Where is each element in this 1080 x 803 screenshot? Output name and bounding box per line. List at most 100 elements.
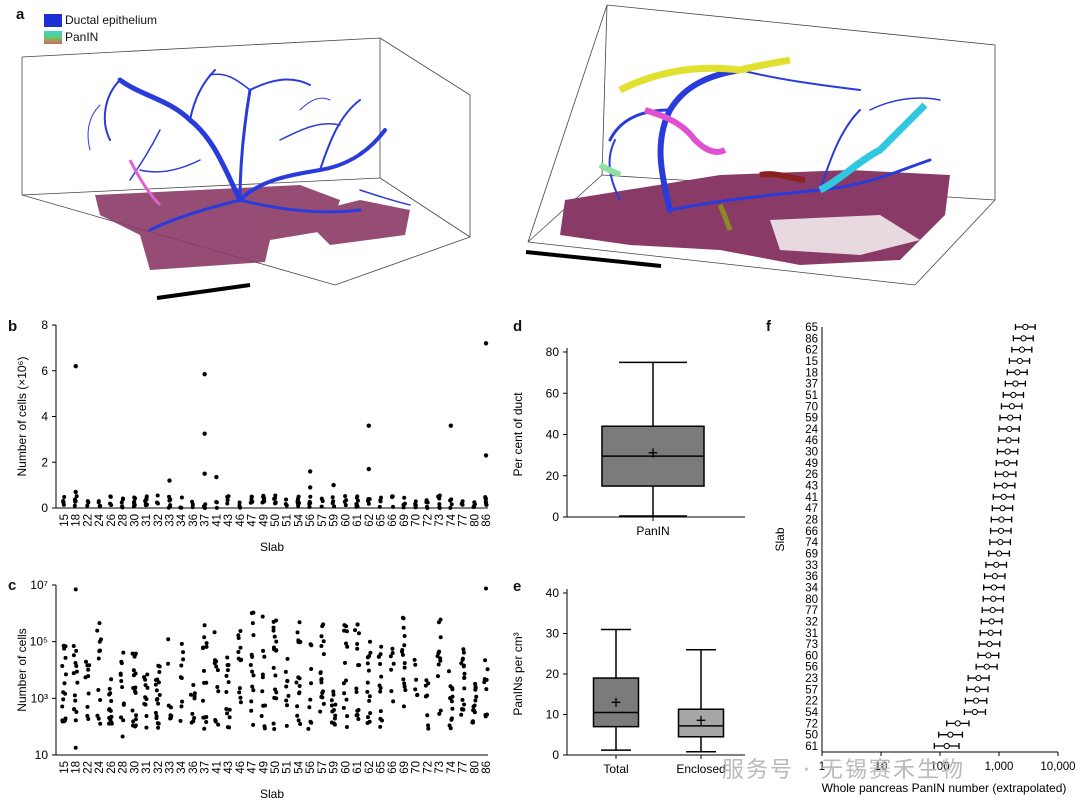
data-point — [263, 703, 268, 708]
data-point — [462, 671, 467, 676]
data-point — [402, 495, 407, 500]
panin-green — [598, 162, 622, 178]
data-point — [368, 650, 373, 655]
data-point — [470, 720, 475, 725]
data-point — [87, 663, 92, 668]
estimate-point — [973, 697, 980, 704]
x-tick-label: 86 — [481, 761, 493, 774]
data-point — [224, 673, 229, 678]
estimate-point — [985, 652, 992, 659]
data-point — [332, 504, 337, 509]
data-point — [319, 694, 324, 699]
data-point — [192, 694, 197, 699]
data-point — [391, 661, 396, 666]
x-tick-label: 56 — [305, 514, 317, 527]
data-point — [295, 630, 300, 635]
mean-marker: + — [611, 692, 622, 712]
data-point — [402, 661, 407, 666]
x-tick-label: 73 — [434, 514, 446, 527]
estimate-point — [1012, 380, 1019, 387]
data-point — [168, 497, 173, 502]
data-point — [462, 676, 467, 681]
data-point — [485, 667, 490, 672]
x-tick-label: 54 — [293, 513, 305, 526]
data-point — [60, 718, 65, 723]
data-point — [73, 363, 78, 369]
y-tick-label: 30 — [805, 447, 818, 459]
data-point — [345, 714, 350, 719]
data-point — [250, 621, 255, 626]
data-point — [143, 683, 148, 688]
y-tick-label: 4 — [41, 410, 48, 424]
data-point — [330, 495, 335, 500]
x-tick-label: 22 — [82, 761, 94, 774]
data-point — [377, 504, 382, 509]
data-point — [448, 684, 453, 689]
data-point — [272, 695, 277, 700]
data-point — [108, 494, 113, 499]
chart-e: 0 10 20 30 40 + Total + Enclosed PanINs per cm³ — [511, 586, 745, 776]
data-point — [296, 494, 301, 499]
x-tick-label: 72 — [422, 514, 434, 527]
y-tick-label: 51 — [805, 390, 818, 402]
x-tick-label: 22 — [82, 514, 94, 527]
data-point — [202, 623, 207, 628]
y-tick-label: 60 — [805, 650, 818, 662]
data-point — [248, 663, 253, 668]
data-point — [166, 703, 171, 708]
data-point — [71, 671, 76, 676]
x-tick-label: 24 — [94, 760, 106, 773]
data-point — [437, 505, 442, 510]
x-tick-label: 28 — [118, 514, 130, 527]
data-point — [357, 663, 362, 668]
x-tick-label: 56 — [305, 761, 317, 774]
data-point — [320, 499, 325, 504]
data-point — [285, 679, 290, 684]
y-tick-label: 10³ — [31, 691, 48, 705]
data-point — [96, 716, 101, 721]
data-point — [271, 619, 276, 624]
y-tick-label: 49 — [805, 458, 818, 470]
x-tick-label: 31 — [141, 761, 153, 774]
data-point — [414, 677, 419, 682]
data-point — [368, 711, 373, 716]
data-point — [202, 471, 207, 476]
x-tick-label: 36 — [188, 514, 200, 527]
x-tick-label: 1,000 — [985, 761, 1014, 773]
data-point — [63, 655, 68, 660]
data-point — [296, 718, 301, 723]
x-tick-label: 74 — [446, 513, 458, 526]
data-point — [426, 726, 431, 731]
data-point — [73, 698, 78, 703]
data-point — [331, 721, 336, 726]
estimate-point — [1016, 357, 1023, 365]
data-point — [296, 503, 301, 508]
data-point — [213, 719, 218, 724]
estimate-point — [1004, 448, 1011, 455]
data-point — [131, 719, 136, 724]
data-point — [261, 493, 266, 498]
data-point — [472, 500, 477, 505]
data-point — [192, 691, 197, 696]
estimate-point — [1010, 391, 1017, 399]
data-point — [179, 704, 184, 709]
x-tick-label: 37 — [200, 761, 212, 774]
data-point — [448, 505, 453, 510]
estimate-point — [1005, 437, 1012, 444]
data-point — [283, 502, 288, 507]
data-point — [391, 699, 396, 704]
data-point — [168, 503, 173, 508]
data-point — [329, 703, 334, 708]
x-tick-label: 49 — [258, 761, 270, 774]
x-tick-label: 51 — [282, 514, 294, 527]
data-point — [167, 478, 172, 483]
x-tick-label: 72 — [422, 761, 434, 774]
data-point — [109, 503, 114, 508]
data-point — [321, 622, 326, 627]
data-point — [286, 693, 291, 698]
data-point — [449, 502, 454, 507]
data-point — [238, 628, 243, 633]
data-point — [251, 688, 256, 693]
data-point — [309, 643, 314, 648]
